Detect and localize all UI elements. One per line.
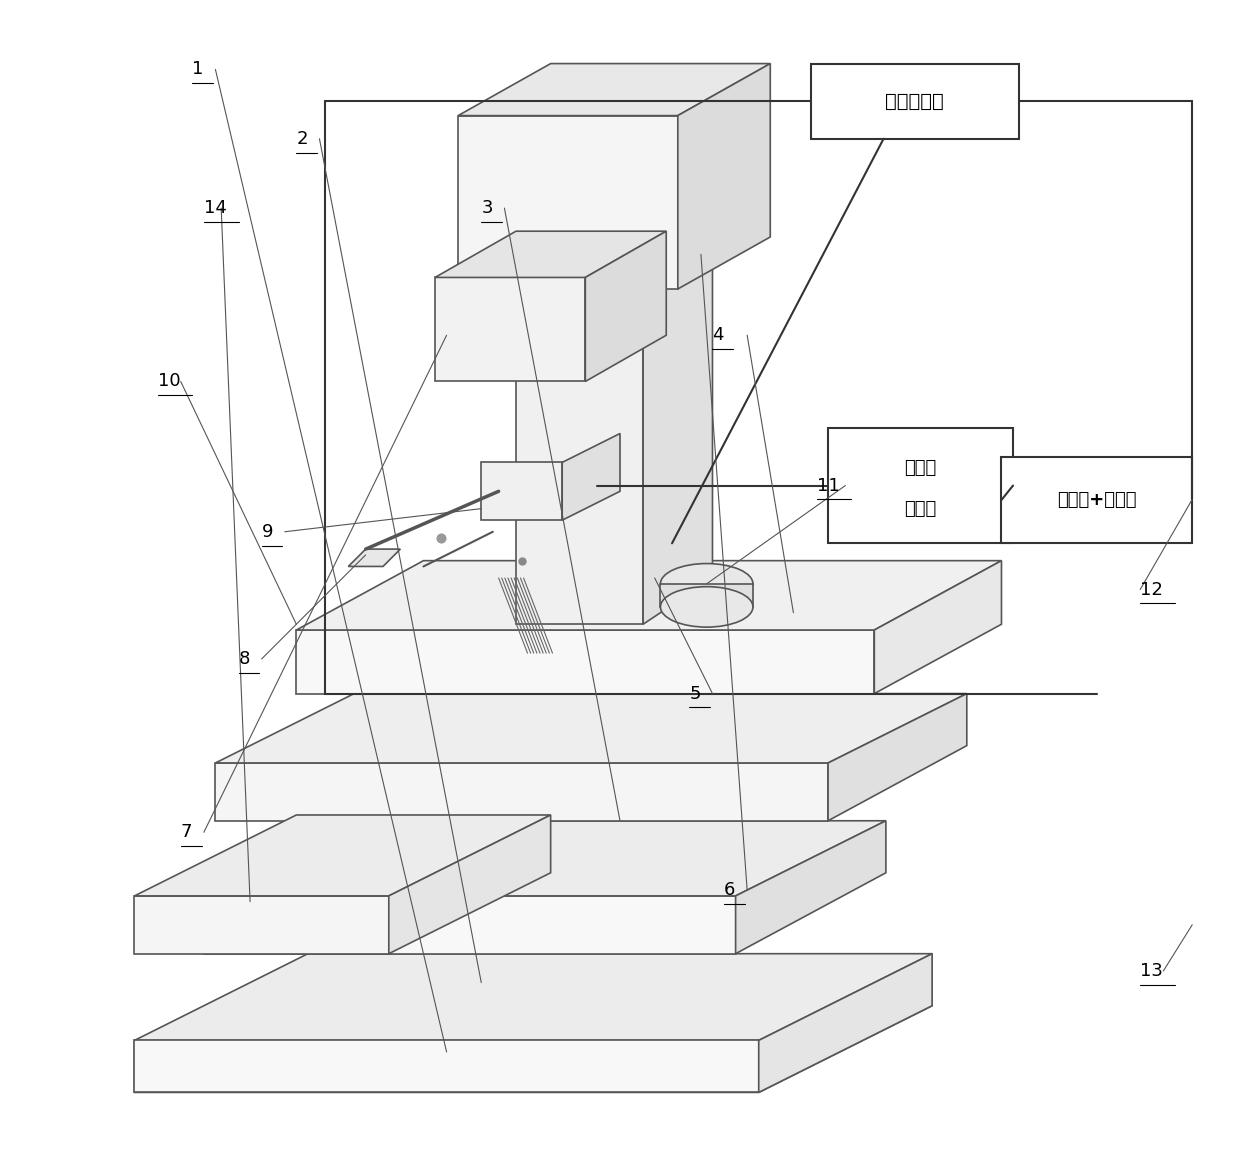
Polygon shape xyxy=(216,763,828,821)
Text: 4: 4 xyxy=(713,326,724,344)
Bar xyxy=(1002,457,1192,543)
Polygon shape xyxy=(828,694,967,821)
Polygon shape xyxy=(296,630,874,694)
Text: 7: 7 xyxy=(181,823,192,842)
Text: 9: 9 xyxy=(262,523,273,541)
Polygon shape xyxy=(435,277,585,381)
Text: 1: 1 xyxy=(192,60,203,79)
Text: 5: 5 xyxy=(689,684,701,703)
Polygon shape xyxy=(389,815,551,954)
Polygon shape xyxy=(874,561,1002,694)
Text: 驱动器+控制器: 驱动器+控制器 xyxy=(1056,491,1137,509)
Text: 10: 10 xyxy=(157,372,180,391)
Polygon shape xyxy=(481,462,562,520)
Polygon shape xyxy=(134,954,932,1040)
Polygon shape xyxy=(458,64,770,116)
Ellipse shape xyxy=(661,563,753,603)
Polygon shape xyxy=(203,821,885,896)
Text: 6: 6 xyxy=(724,881,735,899)
Polygon shape xyxy=(134,815,551,896)
Polygon shape xyxy=(678,64,770,289)
Polygon shape xyxy=(203,896,735,954)
Polygon shape xyxy=(458,116,678,289)
Text: 8: 8 xyxy=(238,650,250,668)
Polygon shape xyxy=(562,434,620,520)
Polygon shape xyxy=(644,150,713,624)
Polygon shape xyxy=(661,584,753,607)
Text: 2: 2 xyxy=(296,129,308,148)
Bar xyxy=(828,428,1013,543)
Polygon shape xyxy=(216,694,967,763)
Polygon shape xyxy=(735,821,885,954)
Text: 高压直: 高压直 xyxy=(904,459,936,477)
Text: 上位机软件: 上位机软件 xyxy=(885,91,944,111)
Text: 13: 13 xyxy=(1141,962,1163,980)
Polygon shape xyxy=(585,231,666,381)
Bar xyxy=(811,64,1019,139)
Text: 11: 11 xyxy=(816,476,839,495)
Polygon shape xyxy=(134,1040,759,1092)
Polygon shape xyxy=(348,549,401,566)
Text: 14: 14 xyxy=(203,199,227,217)
Text: 3: 3 xyxy=(481,199,492,217)
Polygon shape xyxy=(134,954,932,1092)
Ellipse shape xyxy=(661,586,753,627)
Polygon shape xyxy=(435,231,666,277)
Text: 12: 12 xyxy=(1141,580,1163,599)
Text: 流电源: 流电源 xyxy=(904,499,936,518)
Polygon shape xyxy=(516,197,644,624)
Polygon shape xyxy=(134,896,389,954)
Polygon shape xyxy=(759,954,932,1092)
Polygon shape xyxy=(296,561,1002,630)
